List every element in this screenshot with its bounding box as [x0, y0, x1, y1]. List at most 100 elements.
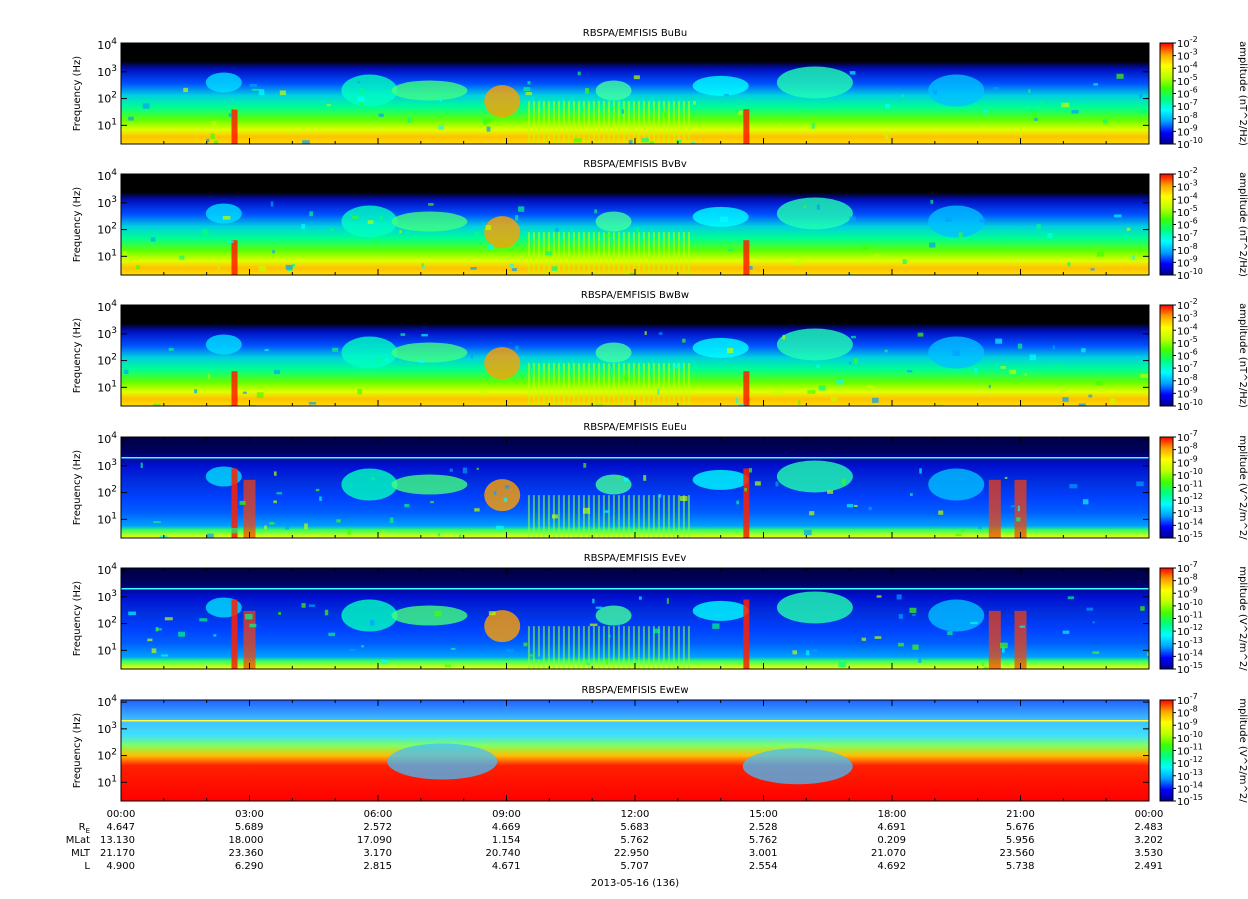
texture [449, 468, 453, 472]
texture [898, 614, 904, 619]
texture [1019, 625, 1026, 628]
texture [515, 215, 519, 221]
ephemeris-label: L [84, 861, 90, 872]
y-tick-label: 102 [97, 91, 117, 106]
wave-burst [243, 610, 256, 669]
stripe [537, 232, 540, 275]
ephemeris-value: 4.671 [492, 861, 521, 872]
stripe [577, 495, 580, 538]
texture [251, 88, 259, 91]
y-tick-label: 103 [97, 64, 117, 79]
texture [1088, 394, 1093, 398]
texture [155, 627, 159, 632]
texture [605, 234, 612, 237]
y-tick-label: 102 [97, 353, 117, 368]
texture [876, 595, 882, 598]
texture [381, 659, 389, 665]
texture [896, 594, 902, 600]
texture [124, 369, 129, 374]
texture [935, 621, 943, 627]
texture [315, 488, 320, 492]
panel-2: RBSPA/EMFISIS BvBv 101 102 103 104 Frequency … [72, 159, 1248, 282]
texture [536, 656, 542, 660]
texture [319, 496, 322, 502]
texture [1116, 73, 1124, 79]
texture [818, 385, 826, 391]
texture [583, 507, 590, 514]
stripe [562, 232, 565, 275]
texture [1016, 517, 1021, 522]
ephemeris-value: 4.647 [106, 822, 135, 833]
wave-feature [776, 66, 853, 99]
wave-feature [391, 211, 468, 232]
wave-burst [743, 240, 750, 275]
x-tick-label: 12:00 [621, 809, 650, 820]
stripe [627, 495, 630, 538]
texture [551, 514, 558, 519]
texture [938, 510, 944, 515]
wave-feature [742, 748, 853, 785]
texture [470, 267, 477, 270]
texture [360, 102, 365, 106]
wave-burst [988, 479, 1001, 538]
texture [430, 500, 434, 504]
ephemeris-value: 22.950 [614, 848, 649, 859]
stripe [537, 495, 540, 538]
texture [509, 263, 514, 267]
x-tick-label: 00:00 [107, 809, 136, 820]
texture [150, 237, 156, 242]
wave-feature [776, 328, 853, 361]
texture [361, 645, 364, 648]
colorbar-label: amplitude (nT^2/Hz) [1237, 41, 1248, 146]
ephemeris-value: 13.130 [100, 835, 135, 846]
texture [594, 209, 597, 214]
y-axis-label: Frequency (Hz) [72, 713, 83, 789]
texture [377, 356, 381, 363]
texture [269, 522, 275, 525]
wave-burst [743, 468, 750, 538]
texture [792, 650, 797, 655]
stripe [567, 232, 570, 275]
y-tick-label: 101 [97, 117, 117, 132]
stripe [617, 626, 620, 669]
texture [918, 657, 922, 663]
texture [830, 397, 838, 402]
texture [573, 138, 582, 143]
wave-feature [776, 197, 853, 230]
texture [712, 623, 720, 629]
texture [153, 521, 161, 524]
wave-feature [391, 342, 468, 363]
ephemeris-value: 4.691 [877, 822, 906, 833]
texture [773, 391, 782, 395]
texture [301, 223, 306, 230]
texture [1031, 112, 1037, 118]
wave-feature [391, 80, 468, 101]
texture [545, 251, 552, 256]
texture [357, 388, 362, 395]
wave-burst [231, 599, 238, 669]
ephemeris-value: 2.491 [1134, 861, 1163, 872]
texture [811, 122, 815, 129]
colorbar [1159, 436, 1174, 539]
spectrogram-background [121, 43, 1149, 144]
texture [330, 228, 334, 232]
colorbar-tick-label: 10-2 [1177, 166, 1198, 181]
texture [1040, 100, 1043, 104]
stripe [652, 495, 655, 538]
stripe [557, 363, 560, 406]
colorbar-tick-label: 10-14 [1177, 648, 1203, 663]
colorbar-tick-label: 10-7 [1177, 229, 1198, 244]
stripe [637, 101, 640, 144]
texture [264, 349, 269, 352]
texture [846, 504, 854, 508]
texture [245, 613, 253, 620]
texture [375, 238, 379, 241]
stripe [627, 363, 630, 406]
texture [168, 347, 174, 351]
y-tick-label: 102 [97, 485, 117, 500]
spectrogram-plot [121, 174, 1149, 275]
texture [803, 529, 812, 536]
colorbar-label: mplitude (V^2/m^2/ [1237, 566, 1248, 671]
texture [256, 392, 264, 399]
texture [983, 666, 988, 669]
